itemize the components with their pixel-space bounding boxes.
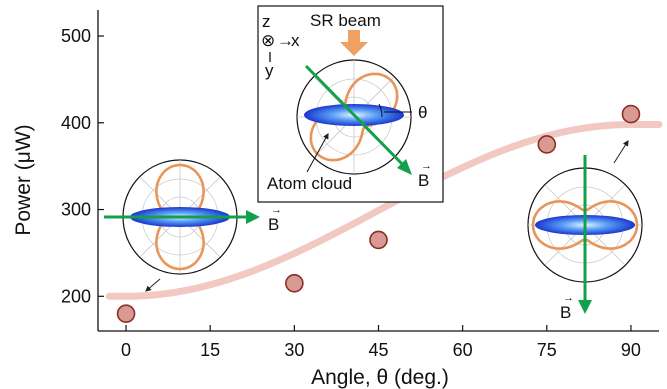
coord-circle-icon: ⊗ xyxy=(261,31,275,50)
x-tick-label: 15 xyxy=(200,340,220,360)
field-label-left: B xyxy=(268,215,279,234)
radiation-pattern-right xyxy=(531,200,639,250)
inset-top: z ⊗ → x y SR beam θ B → Atom cloud xyxy=(257,5,444,203)
x-tick-label: 90 xyxy=(621,340,641,360)
inset-right: B → xyxy=(527,139,643,322)
field-arrowhead-top xyxy=(397,159,412,175)
y-tick-label: 500 xyxy=(61,26,91,46)
inset-right-pointer xyxy=(613,139,629,164)
data-point xyxy=(537,135,557,154)
x-tick-label: 45 xyxy=(368,340,388,360)
y-tick-label: 400 xyxy=(61,113,91,133)
data-point xyxy=(116,304,136,323)
theta-arc xyxy=(378,103,383,118)
data-points xyxy=(116,104,641,323)
fit-curve xyxy=(105,121,663,300)
inset-left-pointer xyxy=(145,278,161,292)
x-axis-title: Angle, θ (deg.) xyxy=(311,366,449,389)
coord-x-label: x xyxy=(291,31,300,50)
field-label-top: B xyxy=(418,171,429,190)
y-axis-title: Power (μW) xyxy=(12,124,35,235)
data-point xyxy=(369,230,388,250)
field-label-right: B xyxy=(560,303,571,322)
theta-label: θ xyxy=(418,103,427,122)
data-point xyxy=(621,104,641,124)
cloud-label: Atom cloud xyxy=(267,174,352,193)
coord-y-label: y xyxy=(265,61,274,80)
field-vector-mark-right: → xyxy=(563,292,574,304)
x-tick-label: 60 xyxy=(453,340,473,360)
field-arrowhead-right xyxy=(578,300,592,314)
y-ticks: 200 300 400 500 xyxy=(61,26,104,306)
x-tick-label: 75 xyxy=(537,340,557,360)
field-arrow-top xyxy=(304,64,408,170)
x-tick-label: 30 xyxy=(284,340,304,360)
field-arrowhead-left xyxy=(246,210,260,224)
field-vector-mark-left: → xyxy=(271,204,282,216)
plot-area: 0 15 30 45 60 75 90 200 300 400 500 Angle, θ (deg… xyxy=(12,10,663,389)
coord-z-label: z xyxy=(262,12,271,31)
beam-label: SR beam xyxy=(310,11,381,30)
coord-arrow-icon: → xyxy=(277,31,294,50)
y-tick-label: 300 xyxy=(61,200,91,220)
cloud-leader xyxy=(306,132,329,173)
field-vector-mark-top: → xyxy=(421,160,432,172)
inset-left: B → xyxy=(104,159,282,292)
x-tick-label: 0 xyxy=(121,340,131,360)
beam-arrow-icon xyxy=(340,30,368,56)
y-tick-label: 200 xyxy=(61,286,91,306)
data-point xyxy=(285,273,304,293)
x-ticks: 0 15 30 45 60 75 90 xyxy=(121,325,641,360)
